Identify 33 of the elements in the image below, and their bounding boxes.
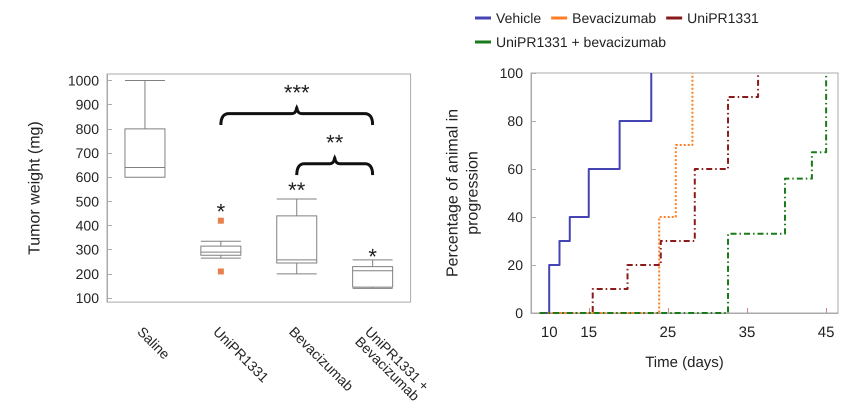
legend-label: Bevacizumab bbox=[572, 10, 656, 26]
annotation: ** bbox=[326, 130, 344, 156]
x-tick-label: 10 bbox=[540, 324, 558, 341]
y-axis-title: Percentage of animal in progression bbox=[444, 108, 482, 278]
y-axis-title: Tumor weight (mg) bbox=[26, 121, 44, 255]
annotation: * bbox=[216, 199, 226, 224]
y-tick-label: 100 bbox=[76, 290, 100, 306]
y-tick-label: 200 bbox=[76, 266, 100, 282]
y-tick-label: 20 bbox=[507, 257, 524, 273]
y-tick-label: 400 bbox=[76, 218, 100, 234]
legend-label: Vehicle bbox=[496, 10, 542, 26]
y-tick-label: 100 bbox=[500, 65, 524, 81]
y-tick-label: 500 bbox=[76, 193, 100, 210]
annotation: * bbox=[368, 244, 378, 269]
x-tick-label: 35 bbox=[738, 324, 756, 341]
annotation: *** bbox=[284, 80, 310, 106]
y-tick-label: 80 bbox=[507, 113, 524, 129]
y-tick-label: 60 bbox=[507, 161, 524, 177]
legend-label: UniPR1331 + bevacizumab bbox=[496, 34, 666, 50]
y-tick-label: 40 bbox=[507, 209, 524, 225]
legend-label: UniPR1331 bbox=[687, 10, 759, 26]
y-tick-label: 800 bbox=[76, 120, 100, 137]
x-tick-label: 25 bbox=[660, 324, 676, 341]
y-tick-label: 1000 bbox=[68, 72, 100, 89]
x-tick-label: 15 bbox=[580, 324, 598, 341]
annotation: ** bbox=[288, 177, 306, 202]
x-axis-title: Time (days) bbox=[645, 354, 724, 371]
x-tick-label: 45 bbox=[818, 324, 834, 341]
y-tick-label: 300 bbox=[76, 242, 100, 258]
y-tick-label: 0 bbox=[515, 305, 524, 321]
y-tick-label: 600 bbox=[76, 169, 100, 186]
y-tick-label: 900 bbox=[76, 96, 100, 113]
y-tick-label: 700 bbox=[76, 145, 100, 162]
